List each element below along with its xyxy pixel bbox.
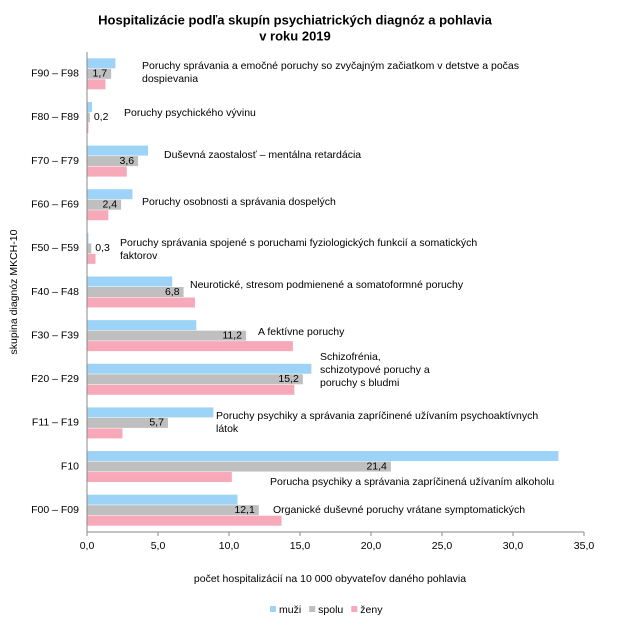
bar <box>87 166 127 177</box>
bar <box>87 461 391 472</box>
y-tick-label: F20 – F29 <box>31 373 79 385</box>
bar <box>87 232 89 243</box>
bar <box>87 374 303 385</box>
y-tick-label: F40 – F48 <box>31 286 79 298</box>
bar <box>87 112 90 123</box>
x-tick-label: 10,0 <box>219 540 240 552</box>
annotation: Neurotické, stresom podmienené a somatof… <box>190 279 464 291</box>
bar <box>87 472 232 483</box>
data-label: 0,3 <box>95 242 110 254</box>
bar <box>87 363 312 374</box>
chart-title: Hospitalizácie podľa skupín psychiatrick… <box>98 12 492 27</box>
legend-swatch <box>270 606 276 612</box>
y-tick-label: F70 – F79 <box>31 155 79 167</box>
bar <box>87 243 92 254</box>
bar <box>87 189 133 200</box>
y-tick-label: F10 <box>61 460 79 472</box>
bar <box>87 515 282 526</box>
bar <box>87 330 247 341</box>
x-tick-label: 0,0 <box>80 540 95 552</box>
annotation: Poruchy psychického vývinu <box>124 107 256 119</box>
legend-label: muži <box>279 604 301 616</box>
bar <box>87 451 559 462</box>
y-tick-label: F00 – F09 <box>31 504 79 516</box>
annotation: Poruchy osobnosti a správania dospelých <box>142 196 336 208</box>
annotation: Poruchy správania a emočné poruchy so zv… <box>142 60 519 72</box>
bar <box>87 210 109 221</box>
legend-swatch <box>351 606 358 612</box>
legend-label: spolu <box>318 604 343 616</box>
chart-title: v roku 2019 <box>259 28 331 43</box>
data-label: 6,8 <box>165 286 180 298</box>
y-tick-label: F60 – F69 <box>31 199 79 211</box>
data-label: 3,6 <box>120 155 135 167</box>
data-label: 12,1 <box>234 504 255 516</box>
bar <box>87 287 184 297</box>
y-tick-label: F90 – F98 <box>31 68 79 80</box>
bar <box>87 494 238 505</box>
y-tick-label: F11 – F19 <box>32 417 79 429</box>
legend-label: ženy <box>360 604 383 616</box>
annotation: Duševná zaostalosť – mentálna retardácia <box>164 149 361 161</box>
data-label: 11,2 <box>222 329 242 341</box>
annotation: faktorov <box>120 250 158 262</box>
bar <box>87 320 197 331</box>
y-axis-title: skupina diagnóz MKCH-10 <box>8 229 20 354</box>
x-tick-label: 15,0 <box>290 540 311 552</box>
bar <box>87 101 92 112</box>
bar <box>87 253 96 264</box>
bar <box>87 68 112 79</box>
x-tick-label: 20,0 <box>361 540 382 552</box>
data-label: 2,4 <box>102 199 117 211</box>
annotation: Organické duševné poruchy vrátane sympto… <box>273 504 525 516</box>
bar <box>87 122 89 133</box>
annotation: schizotypové poruchy a <box>320 364 430 376</box>
bar <box>87 407 214 418</box>
x-tick-label: 5,0 <box>151 540 166 552</box>
annotation: poruchy s bludmi <box>320 377 399 389</box>
annotation: Porucha psychiky a správania zapríčinená… <box>270 476 554 488</box>
data-label: 1,7 <box>93 68 108 80</box>
x-tick-label: 35,0 <box>574 540 595 552</box>
legend-swatch <box>309 606 316 612</box>
bar <box>87 145 149 156</box>
bar <box>87 417 168 428</box>
y-tick-label: F80 – F89 <box>31 111 79 123</box>
data-label: 0,2 <box>94 111 109 123</box>
bar <box>87 79 106 90</box>
y-tick-label: F30 – F39 <box>31 329 79 341</box>
annotation: Poruchy psychiky a správania zapríčinené… <box>216 410 538 422</box>
annotation: Schizofrénia, <box>320 351 381 363</box>
annotation: dospievania <box>142 73 198 85</box>
bar <box>87 341 293 352</box>
bar <box>87 199 122 210</box>
data-label: 15,2 <box>278 373 299 385</box>
bar <box>87 156 139 167</box>
annotation: Poruchy správania spojené s poruchami fy… <box>120 237 477 249</box>
annotation: A fektívne poruchy <box>258 326 345 338</box>
bar <box>87 276 173 287</box>
data-label: 21,4 <box>366 460 387 472</box>
bar <box>87 297 195 308</box>
bar <box>87 384 295 395</box>
bar <box>87 58 116 69</box>
bar <box>87 505 259 516</box>
x-tick-label: 30,0 <box>503 540 524 552</box>
data-label: 5,7 <box>149 417 164 429</box>
bar <box>87 428 123 439</box>
annotation: látok <box>216 423 239 435</box>
x-axis-title: počet hospitalizácií na 10 000 obyvateľo… <box>194 573 466 585</box>
x-tick-label: 25,0 <box>432 540 453 552</box>
y-tick-label: F50 – F59 <box>31 242 79 254</box>
